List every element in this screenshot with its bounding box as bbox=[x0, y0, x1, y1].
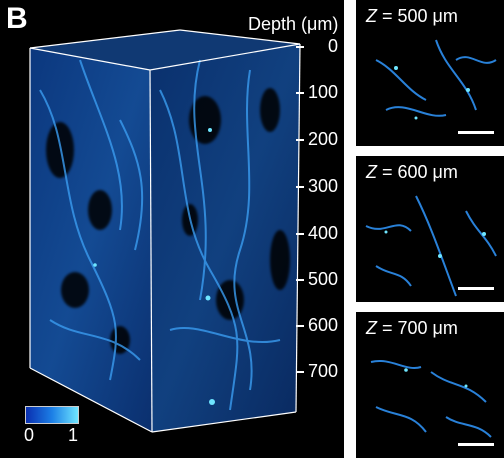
slice-panel-z700: Z = 700 μm bbox=[356, 312, 504, 458]
scale-bar bbox=[458, 131, 494, 134]
depth-tick: 600 bbox=[307, 315, 338, 335]
bounding-box bbox=[29, 29, 301, 433]
depth-tick-mark bbox=[296, 92, 304, 94]
slice-depth-label: Z = 700 μm bbox=[366, 318, 458, 338]
slice-image bbox=[365, 195, 497, 297]
depth-tick: 100 bbox=[307, 82, 338, 102]
depth-tick: 300 bbox=[307, 176, 338, 196]
volume-side-face bbox=[150, 44, 300, 432]
slice-depth-label: Z = 500 μm bbox=[366, 6, 458, 26]
scale-bar bbox=[458, 287, 494, 290]
depth-tick: 700 bbox=[307, 361, 338, 381]
slice-panel-z500: Z = 500 μm bbox=[356, 0, 504, 146]
depth-axis-title: Depth (μm) bbox=[248, 14, 339, 34]
panel-letter: B bbox=[6, 2, 28, 35]
colorbar-max-label: 1 bbox=[68, 425, 79, 445]
volume-render-panel: B Depth (μm) 0 100 200 300 400 500 600 7… bbox=[0, 0, 344, 458]
colorbar-min-label: 0 bbox=[24, 425, 35, 445]
slice-image bbox=[370, 359, 492, 438]
depth-tick-mark bbox=[296, 371, 304, 373]
bright-spots bbox=[93, 128, 215, 405]
slice-depth-label: Z = 600 μm bbox=[366, 162, 458, 182]
depth-tick: 500 bbox=[307, 269, 338, 289]
depth-tick-mark bbox=[296, 279, 304, 281]
depth-tick: 0 bbox=[327, 36, 338, 56]
fiber-strands bbox=[39, 59, 281, 411]
depth-tick-mark bbox=[296, 139, 304, 141]
slice-image bbox=[375, 39, 497, 120]
depth-tick-mark bbox=[296, 233, 304, 235]
depth-tick: 400 bbox=[307, 223, 338, 243]
colorbar bbox=[25, 406, 79, 424]
depth-tick: 200 bbox=[307, 129, 338, 149]
scale-bar bbox=[458, 443, 494, 446]
depth-tick-mark bbox=[296, 325, 304, 327]
tissue-voids bbox=[46, 88, 290, 354]
volume-render bbox=[29, 29, 301, 433]
slice-panel-z600: Z = 600 μm bbox=[356, 156, 504, 302]
depth-tick-mark bbox=[296, 46, 304, 48]
depth-tick-mark bbox=[296, 186, 304, 188]
